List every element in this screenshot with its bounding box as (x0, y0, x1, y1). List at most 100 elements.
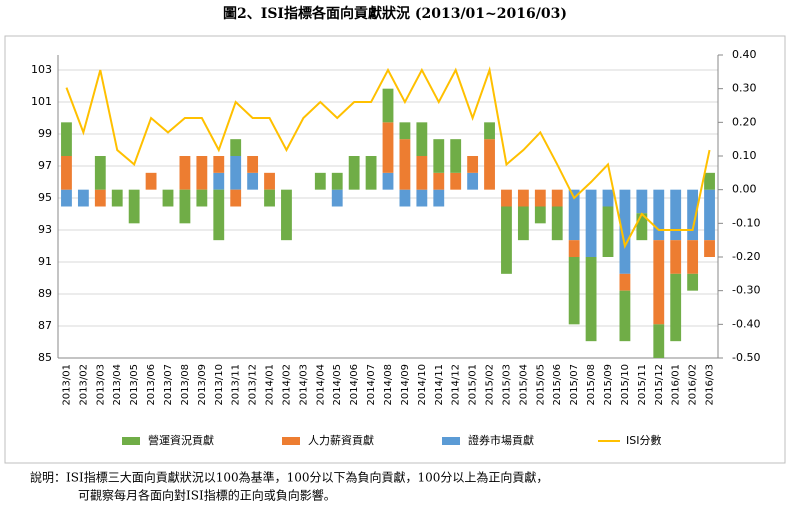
y2-tick-label: -0.30 (732, 284, 760, 297)
bar (636, 213, 648, 241)
y2-tick-label: -0.20 (732, 250, 760, 263)
bar (382, 88, 394, 123)
bar (517, 189, 529, 207)
bar (179, 156, 191, 190)
x-tick-label: 2015/09 (603, 364, 614, 406)
bar (348, 156, 360, 190)
bar (433, 189, 445, 207)
legend-label: ISI分數 (626, 434, 661, 447)
x-tick-label: 2014/11 (434, 364, 445, 406)
y-tick-label: 99 (38, 127, 52, 140)
x-tick-label: 2013/04 (112, 364, 123, 406)
bar (534, 189, 546, 207)
bar (704, 189, 715, 241)
note: 說明：ISI指標三大面向貢獻狀況以100為基準，100分以下為負向貢獻，100分… (30, 470, 548, 485)
bar (704, 240, 715, 257)
bar (382, 172, 394, 190)
bar (568, 257, 580, 325)
bar (213, 172, 225, 190)
bar (551, 189, 563, 207)
bar (264, 189, 275, 207)
y2-tick-label: 0.10 (732, 149, 757, 162)
bar (230, 139, 242, 156)
x-tick-label: 2014/09 (400, 364, 411, 406)
bar (568, 189, 580, 241)
x-tick-label: 2013/07 (163, 364, 174, 406)
bar (602, 206, 614, 257)
x-tick-label: 2015/02 (485, 364, 496, 406)
note: 可觀察每月各面向對ISI指標的正向或負向影響。 (78, 488, 336, 503)
line (65, 66, 711, 249)
x-tick-label: 2013/12 (248, 364, 259, 406)
bar (331, 172, 343, 190)
bar (670, 189, 682, 241)
bar (416, 156, 428, 190)
bar (77, 189, 89, 207)
bar (331, 189, 343, 207)
bar (247, 156, 259, 173)
bar (551, 206, 563, 241)
bar (382, 122, 394, 173)
bar (619, 290, 631, 342)
y-tick-label: 101 (31, 95, 52, 108)
bar (264, 172, 275, 190)
y-tick-label: 87 (38, 319, 52, 332)
bar (585, 257, 597, 342)
bar (704, 172, 715, 190)
x-tick-label: 2015/04 (518, 364, 529, 406)
bar (568, 240, 580, 257)
x-tick-label: 2016/01 (671, 364, 682, 406)
bar (399, 189, 411, 207)
x-tick-label: 2015/07 (569, 364, 580, 406)
bar (230, 156, 242, 190)
y2-tick-label: 0.40 (732, 48, 757, 61)
x-tick-label: 2016/02 (688, 364, 699, 406)
bar (687, 189, 699, 241)
x-tick-label: 2014/12 (451, 364, 462, 406)
y-tick-label: 93 (38, 223, 52, 236)
bar (61, 122, 72, 156)
x-tick-label: 2013/01 (61, 364, 72, 406)
legend-swatch (282, 437, 300, 445)
x-tick-label: 2015/08 (586, 364, 597, 406)
bar (179, 189, 191, 224)
y2-tick-label: -0.10 (732, 216, 760, 229)
bar (670, 240, 682, 274)
x-tick-label: 2014/04 (315, 364, 326, 406)
bar (619, 273, 631, 291)
x-tick-label: 2014/02 (281, 364, 292, 406)
bar (467, 156, 479, 173)
y2-tick-label: 0.00 (732, 183, 757, 196)
x-tick-label: 2014/10 (417, 364, 428, 406)
x-tick-label: 2013/10 (214, 364, 225, 406)
bar (433, 172, 445, 190)
bar (467, 172, 479, 190)
y-tick-label: 91 (38, 255, 52, 268)
y-tick-label: 89 (38, 287, 52, 300)
x-tick-label: 2013/05 (129, 364, 140, 406)
bar (653, 189, 665, 241)
chart-frame (4, 35, 786, 464)
x-tick-label: 2015/10 (620, 364, 631, 406)
bar (162, 189, 174, 207)
y-tick-label: 95 (38, 191, 52, 204)
bar (399, 139, 411, 190)
bar (111, 189, 123, 207)
x-tick-label: 2014/01 (265, 364, 276, 406)
bar (653, 240, 665, 325)
bar (517, 206, 529, 241)
x-tick-label: 2014/08 (383, 364, 394, 406)
bar (213, 189, 225, 241)
legend-swatch (442, 437, 460, 445)
chart-title: 圖2、ISI指標各面向貢獻狀況 (2013/01~2016/03) (223, 5, 567, 22)
y2-tick-label: -0.50 (732, 351, 760, 364)
y-tick-label: 85 (38, 351, 52, 364)
x-tick-label: 2015/01 (468, 364, 479, 406)
y2-tick-label: 0.30 (732, 82, 757, 95)
x-tick-label: 2014/05 (332, 364, 343, 406)
bar (484, 122, 495, 140)
bar (653, 324, 665, 358)
bar (501, 206, 512, 274)
y2-tick-label: -0.40 (732, 317, 760, 330)
